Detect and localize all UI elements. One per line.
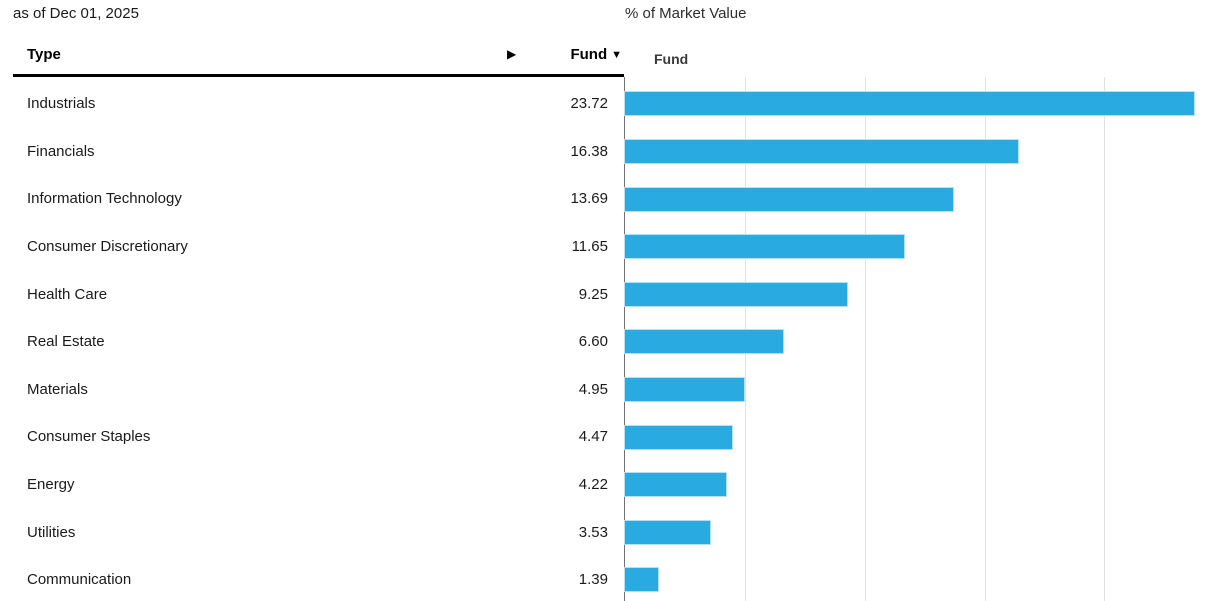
- fund-bar-information-technology: [625, 187, 954, 211]
- table-row: Consumer Discretionary 11.65: [13, 223, 608, 271]
- row-value: 4.95: [578, 380, 608, 398]
- fund-bar-real-estate: [625, 330, 784, 354]
- column-header-fund[interactable]: Fund ▼: [570, 46, 622, 63]
- fund-bar-energy: [625, 473, 727, 497]
- column-header-type[interactable]: Type: [27, 46, 61, 63]
- fund-bar-materials: [625, 377, 744, 401]
- legend-label: Fund: [654, 51, 689, 67]
- table-row: Consumer Staples 4.47: [13, 413, 608, 461]
- table-row: Industrials 23.72: [13, 80, 608, 128]
- chart-title: % of Market Value: [625, 5, 747, 22]
- table-row: Health Care 9.25: [13, 270, 608, 318]
- row-value: 9.25: [578, 285, 608, 303]
- column-header-fund-label: Fund: [570, 46, 608, 63]
- as-of-date: as of Dec 01, 2025: [13, 5, 139, 22]
- fund-bar-utilities: [625, 520, 710, 544]
- row-label: Consumer Discretionary: [27, 238, 188, 256]
- row-label: Information Technology: [27, 190, 182, 208]
- gridline-10: [864, 77, 866, 601]
- row-label: Utilities: [27, 523, 76, 541]
- table-row: Energy 4.22: [13, 461, 608, 509]
- row-label: Communication: [27, 571, 132, 589]
- row-label: Financials: [27, 142, 95, 160]
- legend-item-fund[interactable]: Fund: [630, 51, 688, 67]
- sector-table: Industrials 23.72 Financials 16.38 Informati…: [13, 80, 608, 601]
- row-label: Real Estate: [27, 333, 105, 351]
- header-underline: [13, 74, 624, 77]
- scroll-columns-right-icon[interactable]: ▶: [507, 47, 517, 61]
- row-value: 13.69: [570, 190, 608, 208]
- fund-bar-consumer-staples: [625, 425, 733, 449]
- row-value: 11.65: [571, 238, 608, 256]
- row-value: 6.60: [578, 333, 608, 351]
- legend-swatch: [630, 52, 646, 67]
- table-row: Information Technology 13.69: [13, 175, 608, 223]
- fund-bar-consumer-discretionary: [625, 235, 905, 259]
- fund-bar-communication: [625, 568, 659, 592]
- row-value: 4.47: [578, 428, 608, 446]
- row-label: Consumer Staples: [27, 428, 151, 446]
- table-row: Real Estate 6.60: [13, 318, 608, 366]
- gridline-20: [1104, 77, 1106, 601]
- row-value: 16.38: [570, 142, 608, 160]
- row-value: 23.72: [570, 95, 608, 113]
- row-label: Health Care: [27, 285, 108, 303]
- row-label: Materials: [27, 380, 88, 398]
- row-label: Energy: [27, 476, 75, 494]
- table-row: Communication 1.39: [13, 556, 608, 601]
- sort-descending-icon: ▼: [611, 49, 622, 61]
- table-row: Financials 16.38: [13, 128, 608, 176]
- row-value: 3.53: [578, 523, 608, 541]
- fund-bar-industrials: [625, 92, 1194, 116]
- table-row: Utilities 3.53: [13, 508, 608, 556]
- row-label: Industrials: [27, 95, 96, 113]
- fund-bar-health-care: [625, 282, 847, 306]
- table-row: Materials 4.95: [13, 366, 608, 414]
- gridline-15: [984, 77, 986, 601]
- fund-bar-financials: [625, 139, 1018, 163]
- row-value: 4.22: [578, 476, 608, 494]
- bar-chart-plot-area: [624, 77, 1207, 601]
- row-value: 1.39: [578, 571, 608, 589]
